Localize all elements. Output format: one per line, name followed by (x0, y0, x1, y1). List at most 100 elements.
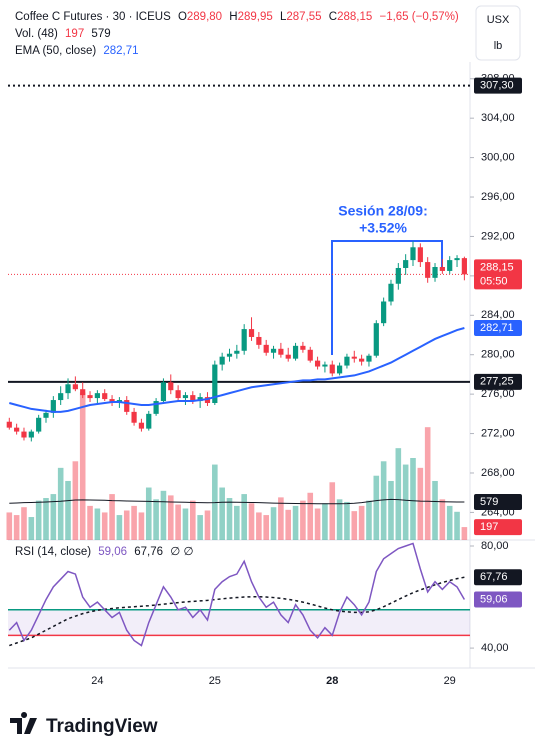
price-line-label-box (474, 77, 522, 94)
logo-text: TradingView (46, 716, 158, 737)
candle-body (337, 365, 343, 374)
volume-ma-line (9, 498, 465, 505)
x-tick-label: 28 (326, 675, 338, 687)
volume-bar (167, 495, 174, 540)
candle-body (14, 427, 20, 432)
volume-bar (388, 480, 394, 540)
candle-body (234, 350, 240, 354)
candle-body (270, 348, 277, 353)
annotation-text: +3.52% (359, 220, 407, 236)
candle-body (219, 356, 225, 365)
candle-body (190, 395, 196, 402)
candle-body (248, 329, 255, 337)
x-tick-label: 24 (91, 675, 103, 687)
candle-body (439, 266, 445, 271)
candle-body (58, 393, 64, 401)
volume-bar (79, 392, 86, 540)
candle-body (21, 431, 27, 438)
volume-bar (432, 480, 438, 540)
candle-body (322, 364, 328, 367)
volume-bar (278, 497, 284, 540)
candle-body (410, 247, 416, 261)
volume-bar (263, 515, 269, 540)
volume-bar (65, 480, 71, 540)
rsi-last-label-box (474, 591, 522, 608)
unit-button[interactable]: lb (494, 40, 503, 52)
last-price-label-box (474, 259, 522, 290)
candle-body (329, 364, 335, 374)
candle-body (94, 393, 100, 399)
candle-body (366, 355, 372, 362)
candle-body (300, 345, 306, 350)
candle-body (241, 329, 247, 351)
volume-bar (109, 494, 115, 540)
rsi-last-label: 59,06 (480, 593, 508, 605)
candle-body (278, 348, 284, 355)
volume-last-label-box (474, 519, 522, 536)
unit-button[interactable]: USX (487, 14, 510, 26)
volume-bar (314, 508, 321, 540)
y-tick-label: 272,00 (481, 427, 515, 439)
last-price-label: 288,15 (480, 261, 514, 273)
volume-bar (417, 467, 424, 540)
candle-body (447, 260, 453, 271)
volume-bar (226, 498, 233, 540)
x-tick-label: 29 (444, 675, 456, 687)
volume-bar (219, 487, 225, 540)
volume-bar (285, 509, 292, 540)
volume-bar (402, 464, 409, 540)
candle-body (351, 356, 357, 359)
candle-body (395, 267, 401, 284)
volume-bar (204, 510, 211, 540)
candle-body (87, 395, 93, 399)
legend-row: Coffee C Futures · 30 · ICEUS O289,80 H2… (15, 11, 463, 23)
volume-bar (175, 504, 181, 540)
rsi-ma-label-box (474, 569, 522, 586)
volume-bar (461, 527, 468, 540)
y-tick-label: 304,00 (481, 112, 515, 124)
candle-body (124, 400, 130, 412)
volume-bar (351, 511, 358, 540)
volume-bar (307, 492, 314, 540)
candle-body (388, 283, 394, 302)
volume-bar (50, 494, 57, 540)
volume-last-label: 197 (480, 521, 498, 533)
volume-bar (57, 467, 64, 540)
candle-body (6, 421, 12, 428)
volume-bar (439, 499, 446, 540)
volume-bar (94, 508, 101, 540)
ema-last-label: 282,71 (480, 322, 514, 334)
volume-bar (380, 461, 387, 540)
candle-body (28, 431, 34, 438)
ema-last-label-box (474, 320, 522, 337)
volume-name: Vol. (48) (15, 28, 58, 40)
candle-body (65, 384, 71, 394)
candle-body (461, 258, 467, 275)
ema-value: 282,71 (103, 45, 139, 57)
rsi-line (8, 542, 466, 647)
candle-body (381, 301, 387, 324)
rsi-ma-value: 67,76 (134, 546, 164, 558)
candle-body (146, 413, 152, 429)
candle-body (50, 400, 56, 413)
rsi-name: RSI (14, close) (15, 546, 92, 558)
volume-bar (21, 507, 27, 540)
volume-bar (373, 475, 380, 540)
ohlc-value: 288,15 (337, 11, 373, 23)
candle-body (417, 247, 423, 263)
volume-ma-value: 579 (91, 28, 111, 40)
candle-body (403, 260, 409, 268)
candle-body (226, 353, 233, 357)
candle-body (72, 384, 78, 390)
volume-bar (72, 461, 79, 540)
volume-value: 197 (65, 28, 85, 40)
ohlc-key: H (229, 11, 238, 23)
ohlc-key: L (279, 11, 287, 23)
rsi-value: 59,06 (98, 546, 128, 558)
volume-bar (234, 505, 240, 540)
volume-bar (190, 500, 196, 540)
legend-row: Vol. (48) 197 579 (15, 28, 115, 40)
volume-bar (6, 512, 13, 540)
candle-body (43, 412, 49, 418)
candle-body (263, 344, 269, 353)
